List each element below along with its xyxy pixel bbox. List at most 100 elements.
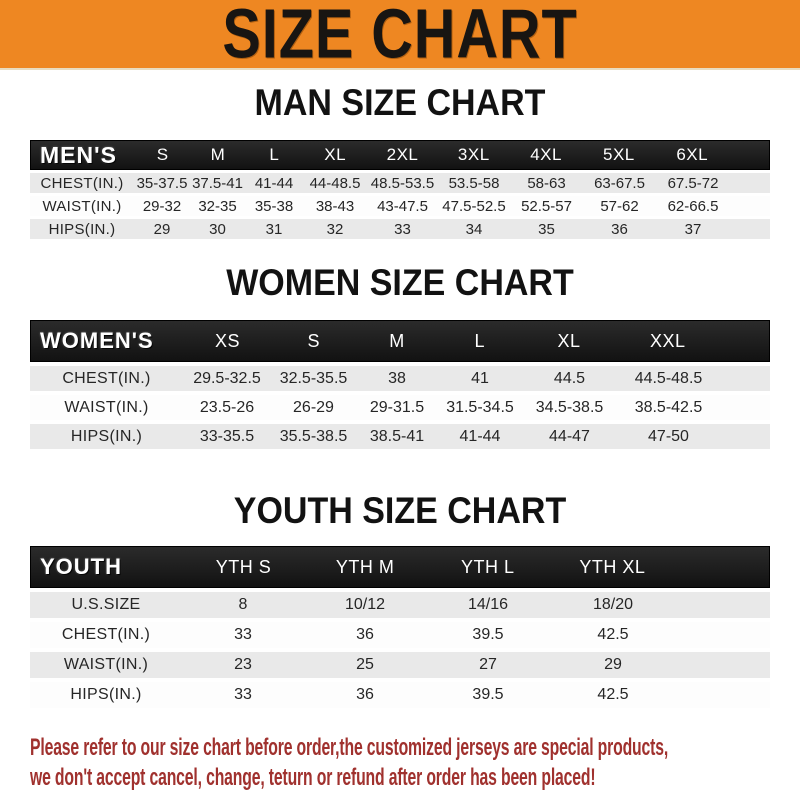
table-row: U.S.SIZE 8 10/12 14/16 18/20 <box>30 592 770 618</box>
size-cell: 33-35.5 <box>199 427 255 445</box>
size-cell: 23 <box>234 656 252 673</box>
table-row: WAIST(IN.) 23 25 27 29 <box>30 652 770 678</box>
size-cell: 33 <box>234 626 252 643</box>
size-cell: 67.5-72 <box>667 174 719 192</box>
size-cell: 32.5-35.5 <box>279 369 348 387</box>
size-cell: 39.5 <box>472 686 504 703</box>
size-cell: 63-67.5 <box>594 174 645 192</box>
table-header-row: MEN'S S M L XL 2XL 3XL 4XL 5XL 6XL <box>30 140 770 170</box>
size-cell: 47.5-52.5 <box>442 197 506 215</box>
size-cell: 35.5-38.5 <box>279 427 348 445</box>
row-label: HIPS(IN.) <box>70 686 142 703</box>
column-header: L <box>474 330 486 351</box>
column-header: 5XL <box>603 145 635 164</box>
column-header: 4XL <box>530 145 562 164</box>
disclaimer-line-1: Please refer to our size chart before or… <box>30 734 790 766</box>
size-chart-banner: SIZE CHART <box>0 0 800 73</box>
size-cell: 57-62 <box>600 197 639 215</box>
size-cell: 8 <box>238 596 248 613</box>
table-header-label: MEN'S <box>40 141 117 168</box>
size-cell: 37 <box>684 220 702 238</box>
row-label: CHEST(IN.) <box>40 174 124 192</box>
disclaimer: Please refer to our size chart before or… <box>30 734 790 796</box>
size-cell: 29-32 <box>142 197 182 215</box>
column-header: XS <box>214 330 240 351</box>
column-header: YTH M <box>335 556 395 577</box>
size-cell: 34.5-38.5 <box>535 398 604 416</box>
row-label: WAIST(IN.) <box>64 398 149 416</box>
size-cell: 25 <box>356 656 374 673</box>
size-cell: 14/16 <box>467 596 509 613</box>
size-cell: 44-48.5 <box>309 174 361 192</box>
banner-title: SIZE CHART <box>222 0 578 73</box>
size-cell: 23.5-26 <box>199 398 255 416</box>
size-cell: 36 <box>611 220 628 238</box>
column-header: XXL <box>650 330 686 351</box>
size-cell: 26-29 <box>293 398 334 416</box>
row-label: WAIST(IN.) <box>63 656 149 673</box>
size-cell: 36 <box>356 686 374 703</box>
size-cell: 52.5-57 <box>521 197 572 215</box>
size-cell: 44.5 <box>553 369 586 387</box>
table-row: CHEST(IN.) 33 36 39.5 42.5 <box>30 622 770 648</box>
size-cell: 30 <box>209 220 226 238</box>
table-header-label: YOUTH <box>40 554 122 579</box>
size-cell: 42.5 <box>597 626 629 643</box>
size-cell: 41-44 <box>459 427 501 445</box>
size-cell: 53.5-58 <box>448 174 500 192</box>
women-size-table: WOMEN'S XS S M L XL XXL CHEST(IN.) 29.5-32.5 32.5… <box>30 320 770 449</box>
size-cell: 29 <box>153 220 171 238</box>
size-cell: 29-31.5 <box>369 398 425 416</box>
size-cell: 35-38 <box>254 197 294 215</box>
column-header: 2XL <box>386 145 419 164</box>
size-cell: 32 <box>326 220 344 238</box>
column-header: 6XL <box>676 145 709 164</box>
size-cell: 38 <box>388 369 406 387</box>
size-cell: 38.5-41 <box>369 427 425 445</box>
table-row: CHEST(IN.) 35-37.5 37.5-41 41-44 44-48.5 48.5… <box>30 173 770 193</box>
size-cell: 27 <box>479 656 497 673</box>
column-header: XL <box>324 145 347 164</box>
size-cell: 29 <box>604 656 622 673</box>
size-cell: 41-44 <box>254 174 294 192</box>
size-cell: 44-47 <box>549 427 590 445</box>
size-cell: 48.5-53.5 <box>370 174 435 192</box>
disclaimer-text-1: Please refer to our size chart before or… <box>30 734 669 761</box>
men-size-table: MEN'S S M L XL 2XL 3XL 4XL 5XL 6XL CHEST(IN.) 35-37… <box>30 140 770 239</box>
table-header-row: YOUTH YTH S YTH M YTH L YTH XL <box>30 546 770 588</box>
table-row: HIPS(IN.) 29 30 31 32 33 34 35 36 37 <box>30 219 770 239</box>
size-cell: 31 <box>265 220 283 238</box>
table-header-row: WOMEN'S XS S M L XL XXL <box>30 320 770 362</box>
size-cell: 38.5-42.5 <box>634 398 703 416</box>
row-label: CHEST(IN.) <box>62 369 151 387</box>
size-cell: 10/12 <box>344 596 386 613</box>
table-row: WAIST(IN.) 29-32 32-35 35-38 38-43 43-47.5 47.… <box>30 196 770 216</box>
row-label: CHEST(IN.) <box>61 626 151 643</box>
youth-size-table: YOUTH YTH S YTH M YTH L YTH XL U.S.SIZE 8 10/12… <box>30 546 770 708</box>
row-label: U.S.SIZE <box>71 596 141 613</box>
size-cell: 44.5-48.5 <box>634 369 703 387</box>
column-header: YTH L <box>461 556 515 577</box>
column-header: S <box>307 330 321 351</box>
size-cell: 38-43 <box>315 197 355 215</box>
table-row: CHEST(IN.) 29.5-32.5 32.5-35.5 38 41 44.5 44.5… <box>30 366 770 391</box>
size-cell: 33 <box>394 220 411 238</box>
disclaimer-text-2: we don't accept cancel, change, teturn o… <box>30 764 596 791</box>
column-header: L <box>269 145 280 164</box>
table-row: WAIST(IN.) 23.5-26 26-29 29-31.5 31.5-34.5 34… <box>30 395 770 420</box>
men-section-heading: MAN SIZE CHART <box>254 82 546 124</box>
size-cell: 32-35 <box>198 197 237 215</box>
size-cell: 42.5 <box>597 686 629 703</box>
column-header: 3XL <box>457 145 490 164</box>
disclaimer-line-2: we don't accept cancel, change, teturn o… <box>30 764 790 796</box>
size-cell: 39.5 <box>472 626 504 643</box>
size-cell: 41 <box>471 369 489 387</box>
column-header: XL <box>557 330 581 351</box>
row-label: HIPS(IN.) <box>70 427 143 445</box>
size-cell: 29.5-32.5 <box>193 369 261 387</box>
column-header: YTH S <box>215 556 272 577</box>
size-cell: 18/20 <box>592 596 634 613</box>
table-header-label: WOMEN'S <box>40 328 154 353</box>
size-cell: 34 <box>465 220 483 238</box>
column-header: M <box>389 330 405 351</box>
